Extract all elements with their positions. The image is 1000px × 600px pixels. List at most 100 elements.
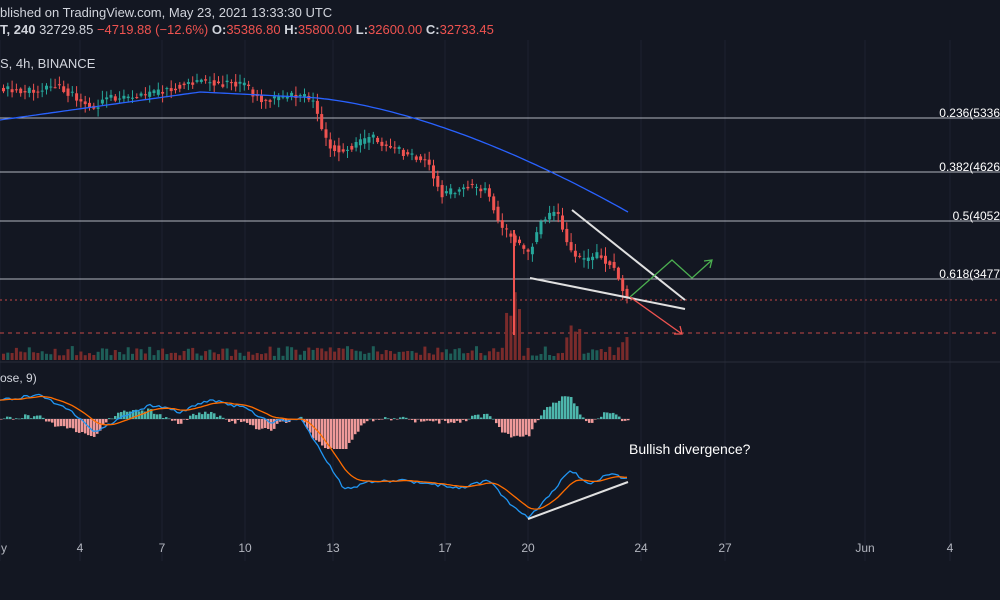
candle-body [40,90,44,92]
volume-bar [178,355,182,360]
candle-body [367,137,371,143]
macd-hist-bar [384,417,387,419]
macd-hist-bar [351,419,354,440]
candle-body [573,250,577,257]
candle-body [522,245,526,249]
candle-body [389,146,392,148]
macd-hist-bar [114,416,117,419]
macd-hist-bar [216,416,219,419]
macd-hist-bar [396,419,399,420]
candle-body [341,149,345,152]
close-value: 32733.45 [439,22,494,37]
x-tick-label: 7 [159,541,166,555]
volume-bar [380,354,384,360]
macd-hist-bar [489,416,492,419]
candle-body [440,185,444,198]
volume-bar [535,355,539,360]
macd-hist-bar [576,406,579,419]
candle-body [513,235,517,243]
volume-bar [410,351,414,360]
macd-hist-bar [120,412,123,419]
volume-bar [320,348,324,360]
volume-bar [328,347,332,360]
candle-body [27,87,31,93]
macd-hist-bar [72,419,75,429]
candle-body [604,255,607,264]
macd-hist-bar [333,419,336,449]
macd-hist-bar [213,413,216,419]
candle-body [530,246,534,255]
candle-body [113,96,117,101]
volume-bar [354,350,358,360]
fib-label-0382: 0.382(4626 [939,160,1000,174]
candle-body [315,100,319,114]
candle-body [591,256,595,261]
candle-body [578,255,582,257]
macd-hist-bar [531,419,534,430]
macd-hist-bar [240,419,243,423]
candle-body [393,147,397,149]
volume-bar [367,352,371,360]
volume-bar [449,353,453,360]
ohlc-line: T, 240 32729.85 −4719.88 (−12.6%) O:3538… [0,22,494,38]
macd-hist-bar [306,419,309,429]
macd-hist-bar [465,419,468,422]
volume-bar [371,346,375,360]
volume-bar [143,353,147,360]
macd-hist-bar [231,419,234,422]
macd-hist-bar [24,414,27,419]
candle-body [23,91,27,93]
macd-hist-bar [222,417,225,419]
macd-hist-bar [348,419,351,443]
bullish-scenario-arrow [629,259,713,298]
candle-body [324,129,328,138]
volume-bar [294,349,298,360]
volume-bar [621,342,625,360]
macd-hist-bar [21,418,24,419]
macd-hist-bar [159,414,162,419]
macd-hist-bar [468,418,471,420]
open-value: 35386.80 [226,22,281,37]
macd-hist-bar [111,418,114,420]
volume-bar [96,351,100,360]
macd-hist-bar [594,419,597,420]
macd-hist-bar [330,419,333,448]
bearish-scenario-arrow [629,296,683,335]
volume-bar [414,352,418,360]
macd-hist-bar [447,419,450,424]
macd-hist-bar [582,417,585,419]
candle-body [66,88,70,96]
candle-body [569,242,573,251]
candle-body [500,220,504,228]
macd-hist-bar [3,418,6,419]
volume-bar [419,354,423,360]
macd-hist-bar [597,418,600,419]
macd-hist-bar [108,418,111,419]
macd-hist-bar [432,419,435,422]
high-value: 35800.00 [297,22,353,37]
macd-hist-bar [561,396,564,419]
macd-hist-bar [210,411,213,419]
macd-hist-bar [372,419,375,422]
candle-body [152,90,156,94]
macd-hist-bar [150,409,153,419]
macd-hist-bar [426,419,429,421]
macd-hist-bar [399,417,402,419]
candle-body [161,91,165,94]
candle-body [346,149,349,151]
macd-hist-bar [243,419,246,422]
candle-body [169,88,173,92]
macd-hist-bar [600,416,603,419]
volume-bar [199,355,203,360]
volume-bar [186,348,190,360]
candle-body [453,193,457,195]
macd-hist-bar [90,419,93,437]
macd-hist-bar [357,419,360,432]
candle-body [320,114,324,130]
macd-hist-bar [324,419,327,449]
volume-bar [290,347,294,360]
x-tick-label: 10 [238,541,252,555]
volume-bar [105,348,109,360]
macd-hist-bar [492,418,495,420]
